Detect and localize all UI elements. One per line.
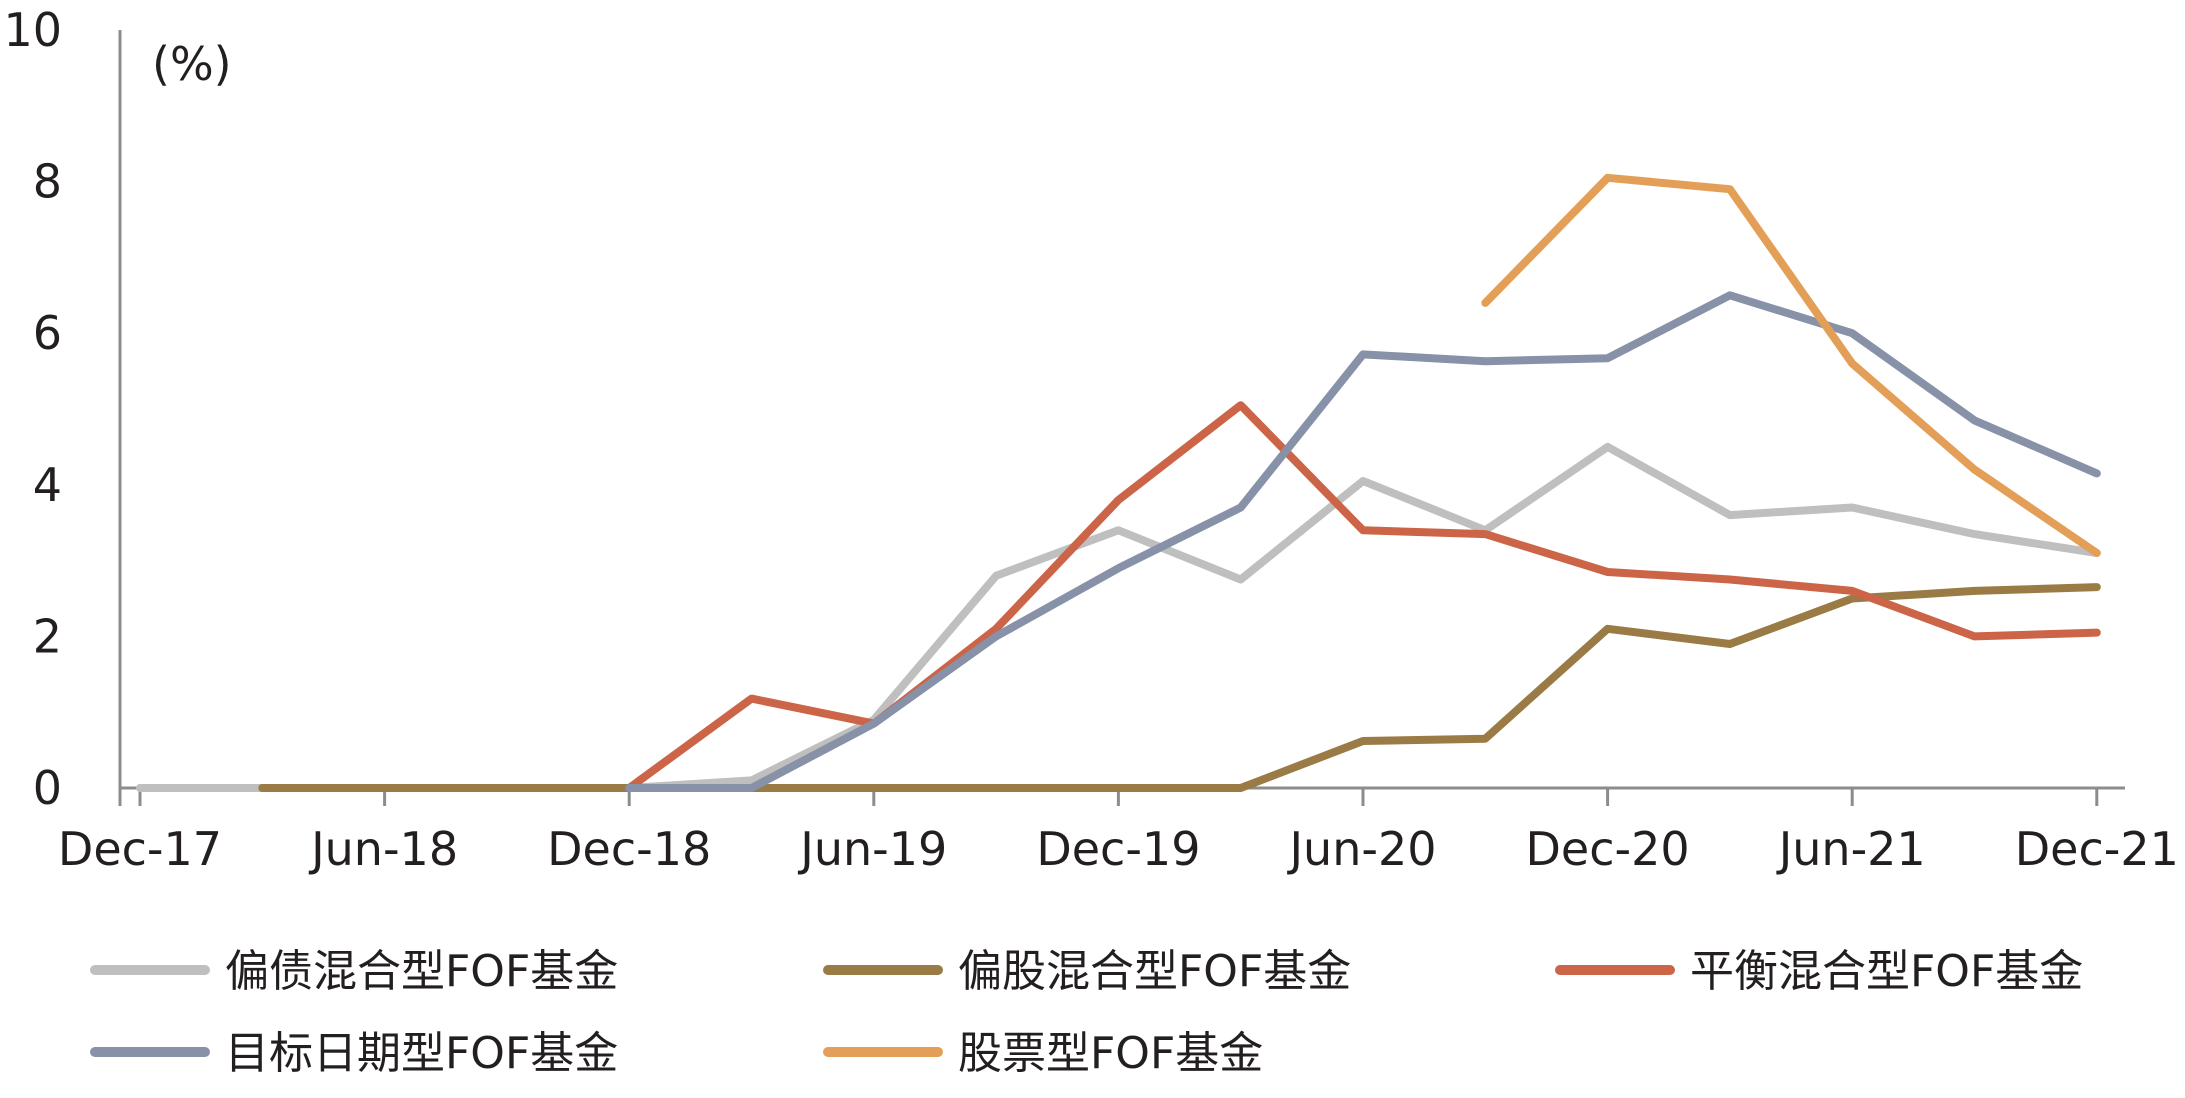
axis-labels: (%) 0 2 4 6 8 10 Dec-17 Jun-18 Dec-18 Jun-19 Dec-1… xyxy=(3,3,2178,876)
x-tick-label: Dec-19 xyxy=(1036,822,1200,876)
legend: 偏债混合型FOF基金 偏股混合型FOF基金 平衡混合型FOF基金目标日期型FOF基金… xyxy=(90,946,2083,1079)
x-tick-label: Jun-18 xyxy=(308,822,458,876)
y-tick-label: 4 xyxy=(33,458,62,512)
legend-label: 偏股混合型FOF基金 xyxy=(958,946,1351,997)
y-tick-label: 6 xyxy=(33,306,62,360)
x-tick-label: Jun-21 xyxy=(1776,822,1926,876)
y-tick-label: 10 xyxy=(3,3,62,57)
x-tick-label: Dec-18 xyxy=(547,822,711,876)
legend-label: 目标日期型FOF基金 xyxy=(225,1028,618,1079)
legend-label: 偏债混合型FOF基金 xyxy=(225,946,618,997)
x-tick-label: Jun-20 xyxy=(1286,822,1436,876)
x-tick-label: Dec-21 xyxy=(2015,822,2179,876)
series-line-4 xyxy=(625,291,2101,792)
y-tick-label: 2 xyxy=(33,609,62,663)
x-tick-label: Jun-19 xyxy=(797,822,947,876)
legend-label: 平衡混合型FOF基金 xyxy=(1690,946,2083,997)
y-unit-label: (%) xyxy=(152,37,232,91)
series-line-2 xyxy=(258,583,2101,792)
y-tick-label: 0 xyxy=(33,761,62,815)
legend-label: 股票型FOF基金 xyxy=(958,1028,1263,1079)
x-tick-label: Dec-20 xyxy=(1526,822,1690,876)
x-tick-label: Dec-17 xyxy=(58,822,222,876)
series-line-5 xyxy=(1481,173,2101,557)
axes xyxy=(118,30,2125,806)
plot-area xyxy=(136,173,2101,792)
y-tick-label: 8 xyxy=(33,155,62,209)
